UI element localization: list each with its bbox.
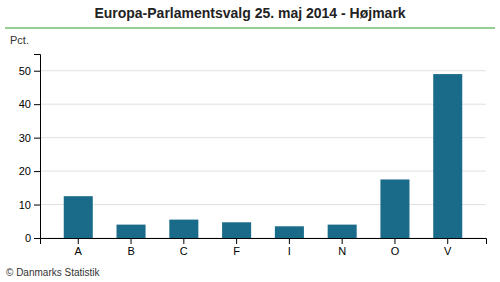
grid-line [40,104,486,105]
x-tick: C [180,238,188,257]
grid-line [40,70,486,71]
x-tick: V [444,238,452,257]
y-tick-mark [34,205,40,206]
y-tick: 50 [19,65,40,77]
title: Europa-Parlamentsvalg 25. maj 2014 - Høj… [94,5,405,21]
y-tick: 10 [19,199,40,211]
y-tick-mark [34,104,40,105]
y-tick-label: 30 [19,132,31,144]
y-tick: 0 [25,232,40,244]
x-tick-mark [131,238,132,244]
x-tick-label: O [391,245,400,257]
y-tick-mark [34,238,40,239]
x-tick: F [233,238,240,257]
grid [40,71,486,238]
y-tick-label: 50 [19,65,31,77]
x-tick-label: A [75,245,83,257]
y-tick-label: 20 [19,165,31,177]
x-tick: O [391,238,400,257]
bar [222,222,251,238]
x-tick-mark [236,238,237,244]
y-tick-mark [34,171,40,172]
bar [433,74,462,238]
x-tick-mark [289,238,290,244]
y-tick: 40 [19,98,40,110]
grid-line [40,171,486,172]
y-axis-title: Pct. [10,34,29,46]
bars [64,74,462,238]
title-rule [5,27,495,28]
x-tick-label: N [338,245,346,257]
x-tick: B [127,238,134,257]
y-tick-label: 40 [19,98,31,110]
footer: © Danmarks Statistik [6,267,101,278]
x-tick-label: C [180,245,188,257]
bar [64,196,93,238]
bar [169,220,198,238]
bar [328,225,357,238]
x-tick: I [288,238,291,257]
x-axis-line [41,239,487,245]
chart: Europa-Parlamentsvalg 25. maj 2014 - Høj… [0,0,500,282]
y-axis: 0 10 20 30 40 50 [19,55,41,245]
x-tick-mark [183,238,184,244]
x-tick-label: I [288,245,291,257]
y-axis-line [34,55,41,239]
plot: 0 10 20 30 40 50 A B C F I N O V [19,55,487,257]
x-tick-label: F [233,245,240,257]
bar [117,225,146,238]
x-tick-label: B [127,245,134,257]
x-tick: N [338,238,346,257]
x-axis: ABCFINOV [41,238,487,257]
grid-line [40,204,486,205]
y-tick: 30 [19,132,40,144]
y-tick: 20 [19,165,40,177]
bar [380,179,409,238]
x-tick: A [75,238,83,257]
x-tick-mark [447,238,448,244]
x-tick-label: V [444,245,452,257]
bar [275,226,304,238]
x-tick-mark [78,238,79,244]
y-tick-label: 0 [25,232,31,244]
grid-line [40,137,486,138]
x-tick-mark [394,238,395,244]
y-tick-label: 10 [19,199,31,211]
y-tick-mark [34,71,40,72]
x-tick-mark [342,238,343,244]
y-tick-mark [34,138,40,139]
